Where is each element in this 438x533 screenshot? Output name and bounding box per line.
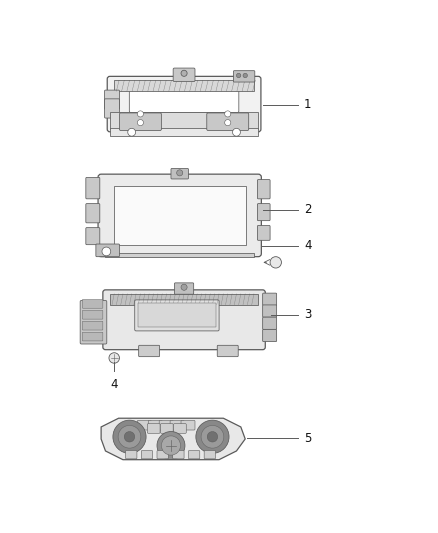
FancyBboxPatch shape (207, 113, 249, 131)
Text: 4: 4 (304, 239, 312, 252)
Circle shape (128, 128, 136, 136)
Circle shape (207, 432, 218, 442)
FancyBboxPatch shape (129, 88, 239, 112)
FancyBboxPatch shape (157, 450, 168, 459)
FancyBboxPatch shape (173, 450, 184, 459)
FancyBboxPatch shape (173, 68, 195, 82)
FancyBboxPatch shape (148, 421, 162, 430)
Circle shape (243, 74, 247, 78)
Circle shape (177, 170, 183, 176)
FancyBboxPatch shape (135, 300, 219, 331)
FancyBboxPatch shape (159, 421, 173, 430)
FancyBboxPatch shape (181, 421, 195, 430)
Polygon shape (101, 418, 245, 459)
Circle shape (196, 420, 229, 454)
FancyBboxPatch shape (141, 450, 152, 459)
FancyBboxPatch shape (204, 450, 215, 459)
Circle shape (157, 432, 185, 459)
FancyBboxPatch shape (233, 71, 255, 82)
FancyBboxPatch shape (80, 301, 107, 344)
Circle shape (118, 425, 141, 448)
FancyBboxPatch shape (258, 180, 270, 199)
FancyBboxPatch shape (82, 332, 103, 341)
Circle shape (138, 119, 144, 126)
FancyBboxPatch shape (258, 225, 270, 240)
FancyBboxPatch shape (96, 244, 120, 257)
Circle shape (181, 70, 187, 76)
Circle shape (225, 119, 231, 126)
FancyBboxPatch shape (263, 329, 277, 342)
FancyBboxPatch shape (107, 76, 261, 132)
Circle shape (102, 247, 111, 256)
FancyBboxPatch shape (148, 424, 160, 433)
FancyBboxPatch shape (160, 424, 173, 433)
FancyBboxPatch shape (120, 113, 161, 131)
FancyBboxPatch shape (171, 168, 188, 179)
Circle shape (201, 425, 224, 448)
FancyBboxPatch shape (86, 177, 100, 199)
Circle shape (138, 111, 144, 117)
Circle shape (124, 432, 135, 442)
FancyBboxPatch shape (138, 421, 151, 430)
FancyBboxPatch shape (110, 294, 258, 305)
FancyBboxPatch shape (263, 293, 277, 305)
FancyBboxPatch shape (138, 303, 215, 327)
Circle shape (109, 353, 120, 363)
Circle shape (113, 420, 146, 454)
Circle shape (181, 284, 187, 290)
Circle shape (233, 128, 240, 136)
Circle shape (237, 74, 241, 78)
Text: 4: 4 (110, 377, 118, 391)
Text: 2: 2 (304, 203, 312, 216)
FancyBboxPatch shape (263, 305, 277, 317)
FancyBboxPatch shape (126, 450, 137, 459)
FancyBboxPatch shape (139, 345, 159, 357)
FancyBboxPatch shape (110, 111, 258, 129)
FancyBboxPatch shape (86, 228, 100, 245)
FancyBboxPatch shape (106, 253, 254, 257)
FancyBboxPatch shape (263, 317, 277, 329)
FancyBboxPatch shape (188, 450, 200, 459)
FancyBboxPatch shape (86, 204, 100, 223)
FancyBboxPatch shape (110, 128, 258, 136)
FancyBboxPatch shape (98, 174, 261, 257)
FancyBboxPatch shape (113, 185, 246, 245)
FancyBboxPatch shape (82, 300, 103, 308)
Text: 1: 1 (304, 99, 312, 111)
FancyBboxPatch shape (258, 204, 270, 221)
FancyBboxPatch shape (82, 310, 103, 319)
FancyBboxPatch shape (170, 421, 184, 430)
FancyBboxPatch shape (105, 99, 120, 118)
Circle shape (270, 257, 282, 268)
FancyBboxPatch shape (105, 90, 120, 109)
Text: 3: 3 (304, 308, 311, 321)
Circle shape (225, 111, 231, 117)
FancyBboxPatch shape (173, 424, 186, 433)
FancyBboxPatch shape (114, 80, 254, 91)
FancyBboxPatch shape (103, 290, 265, 350)
FancyBboxPatch shape (82, 321, 103, 330)
Text: 5: 5 (304, 432, 311, 445)
FancyBboxPatch shape (174, 283, 194, 294)
FancyBboxPatch shape (217, 345, 238, 357)
Circle shape (161, 436, 180, 455)
